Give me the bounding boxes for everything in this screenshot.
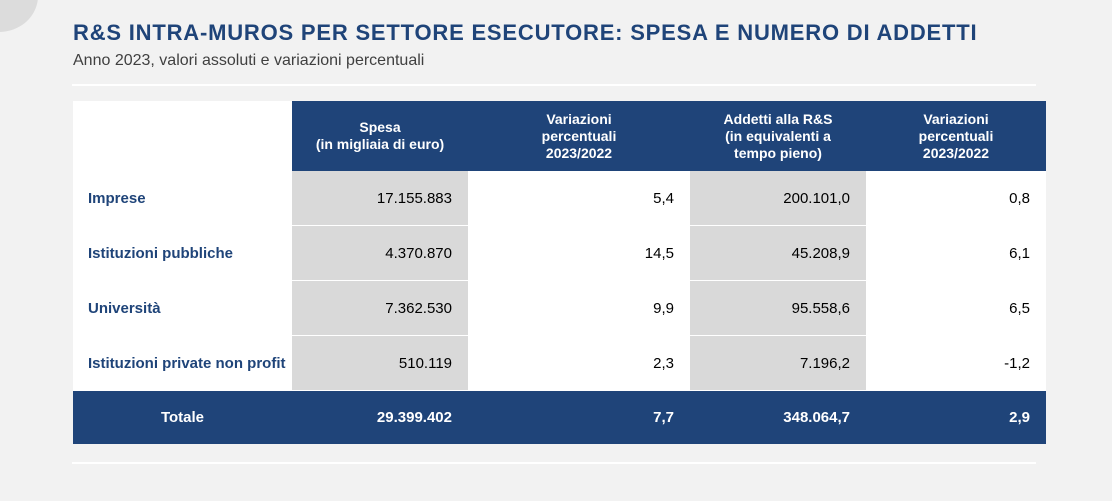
row-label: Imprese: [73, 171, 292, 226]
cell-var-spesa: 2,3: [468, 335, 690, 391]
cell-var-spesa: 9,9: [468, 280, 690, 336]
data-table: Spesa (in migliaia di euro) Variazioni p…: [73, 101, 1046, 444]
cell-addetti: 200.101,0: [690, 171, 866, 226]
bottom-divider: [72, 462, 1036, 464]
total-var-spesa: 7,7: [468, 390, 690, 444]
total-addetti: 348.064,7: [690, 390, 866, 444]
column-header-var-spesa: Variazioni percentuali 2023/2022: [468, 101, 690, 171]
cell-var-addetti: 6,1: [866, 225, 1046, 281]
column-header-spesa: Spesa (in migliaia di euro): [292, 101, 468, 171]
cell-var-addetti: 0,8: [866, 171, 1046, 226]
page-title: R&S INTRA-MUROS PER SETTORE ESECUTORE: S…: [73, 20, 978, 45]
table-row: Imprese 17.155.883 5,4 200.101,0 0,8: [73, 171, 1046, 226]
table-row: Università 7.362.530 9,9 95.558,6 6,5: [73, 280, 1046, 336]
cell-addetti: 7.196,2: [690, 335, 866, 391]
top-divider: [72, 84, 1036, 86]
cell-var-addetti: -1,2: [866, 335, 1046, 391]
column-header-addetti: Addetti alla R&S (in equivalenti a tempo…: [690, 101, 866, 171]
cell-var-addetti: 6,5: [866, 280, 1046, 336]
cell-spesa: 4.370.870: [292, 225, 468, 281]
row-label: Università: [73, 280, 292, 336]
cell-addetti: 95.558,6: [690, 280, 866, 336]
column-header-var-addetti: Variazioni percentuali 2023/2022: [866, 101, 1046, 171]
total-spesa: 29.399.402: [292, 390, 468, 444]
cell-addetti: 45.208,9: [690, 225, 866, 281]
header-corner-cell: [73, 101, 292, 171]
cell-spesa: 17.155.883: [292, 171, 468, 226]
total-row: Totale 29.399.402 7,7 348.064,7 2,9: [73, 390, 1046, 444]
cell-var-spesa: 5,4: [468, 171, 690, 226]
total-var-addetti: 2,9: [866, 390, 1046, 444]
corner-decoration: [0, 0, 38, 32]
cell-spesa: 7.362.530: [292, 280, 468, 336]
row-label: Istituzioni pubbliche: [73, 225, 292, 281]
total-label: Totale: [73, 390, 292, 444]
table-row: Istituzioni pubbliche 4.370.870 14,5 45.…: [73, 225, 1046, 281]
table-row: Istituzioni private non profit 510.119 2…: [73, 335, 1046, 391]
header-row: Spesa (in migliaia di euro) Variazioni p…: [73, 101, 1046, 171]
cell-var-spesa: 14,5: [468, 225, 690, 281]
cell-spesa: 510.119: [292, 335, 468, 391]
row-label: Istituzioni private non profit: [73, 335, 292, 391]
page-subtitle: Anno 2023, valori assoluti e variazioni …: [73, 52, 425, 69]
